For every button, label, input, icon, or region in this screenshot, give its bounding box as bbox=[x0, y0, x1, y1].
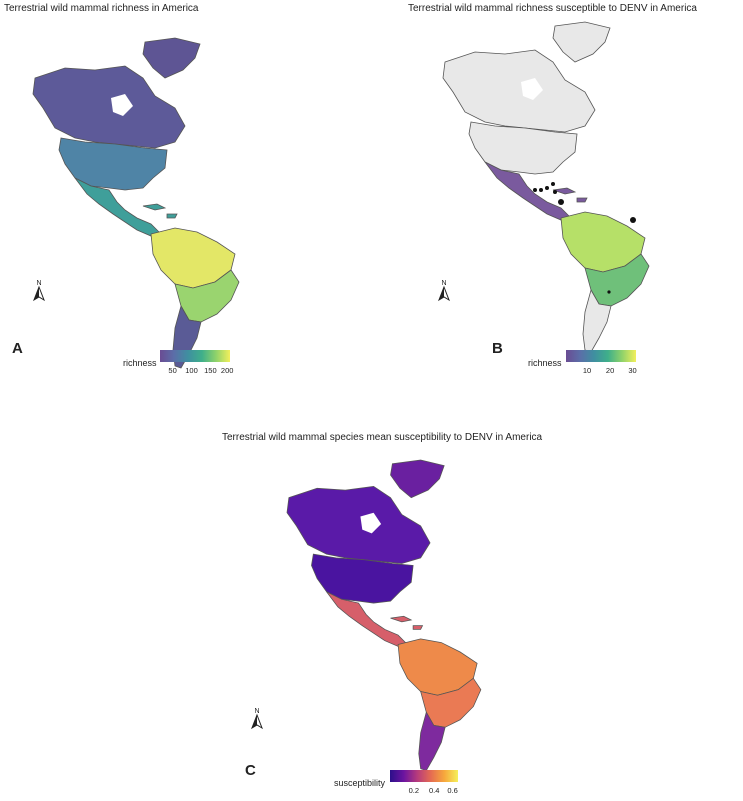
north-arrow-icon: N bbox=[33, 280, 45, 306]
region-canada bbox=[32, 65, 186, 149]
legend-tick-label: 20 bbox=[605, 366, 615, 375]
region-canada bbox=[442, 49, 596, 133]
legend-tick-label: 200 bbox=[220, 366, 234, 375]
panel-b-title: Terrestrial wild mammal richness suscept… bbox=[408, 3, 697, 14]
region-usa bbox=[468, 121, 578, 175]
region-mexico bbox=[412, 625, 424, 630]
legend-tick-label: 100 bbox=[185, 366, 198, 375]
legend-a: richness 50 100 150 200 bbox=[0, 348, 372, 378]
occurrence-points bbox=[533, 182, 636, 294]
legend-a-name: richness bbox=[123, 358, 157, 368]
panel-a: Terrestrial wild mammal richness in Amer… bbox=[0, 0, 372, 380]
legend-c-bar bbox=[390, 770, 458, 782]
legend-b-name: richness bbox=[528, 358, 562, 368]
map-c bbox=[286, 459, 482, 772]
panel-c-label: C bbox=[245, 762, 256, 779]
region-canada bbox=[286, 485, 431, 564]
legend-b-bar bbox=[566, 350, 636, 362]
map-a bbox=[32, 37, 240, 369]
legend-c-name: susceptibility bbox=[334, 778, 386, 788]
north-arrow-icon: N bbox=[251, 708, 263, 734]
region-mexico bbox=[552, 187, 577, 195]
panel-b: Terrestrial wild mammal richness suscept… bbox=[372, 0, 743, 380]
region-greenland bbox=[142, 37, 201, 79]
region-mexico bbox=[142, 203, 167, 211]
region-greenland bbox=[552, 21, 611, 63]
region-mexico bbox=[390, 615, 413, 623]
legend-tick-label: 30 bbox=[628, 366, 637, 375]
north-arrow-icon: N bbox=[438, 280, 450, 306]
panel-c: Terrestrial wild mammal species mean sus… bbox=[0, 420, 743, 801]
legend-tick-label: 0.2 bbox=[408, 786, 420, 795]
legend-tick-label: 0.6 bbox=[447, 786, 458, 795]
region-usa bbox=[58, 137, 168, 191]
region-mexico bbox=[576, 197, 588, 203]
region-mexico bbox=[166, 213, 178, 219]
region-patagonia bbox=[582, 288, 612, 353]
legend-tick-label: 150 bbox=[204, 366, 217, 375]
legend-tick-label: 50 bbox=[168, 366, 177, 375]
legend-b: richness 10 20 30 bbox=[372, 348, 743, 378]
legend-c: susceptibility 0.2 0.4 0.6 bbox=[0, 768, 743, 801]
legend-tick-label: 10 bbox=[582, 366, 592, 375]
legend-a-bar bbox=[160, 350, 230, 362]
region-usa bbox=[311, 553, 414, 604]
panel-c-title: Terrestrial wild mammal species mean sus… bbox=[222, 432, 543, 443]
legend-tick-label: 0.4 bbox=[428, 786, 440, 795]
panel-a-label: A bbox=[12, 340, 23, 357]
panel-a-title: Terrestrial wild mammal richness in Amer… bbox=[4, 3, 199, 14]
region-patagonia bbox=[418, 711, 446, 772]
region-greenland bbox=[390, 459, 445, 499]
map-b bbox=[442, 21, 650, 353]
panel-b-label: B bbox=[492, 340, 503, 357]
